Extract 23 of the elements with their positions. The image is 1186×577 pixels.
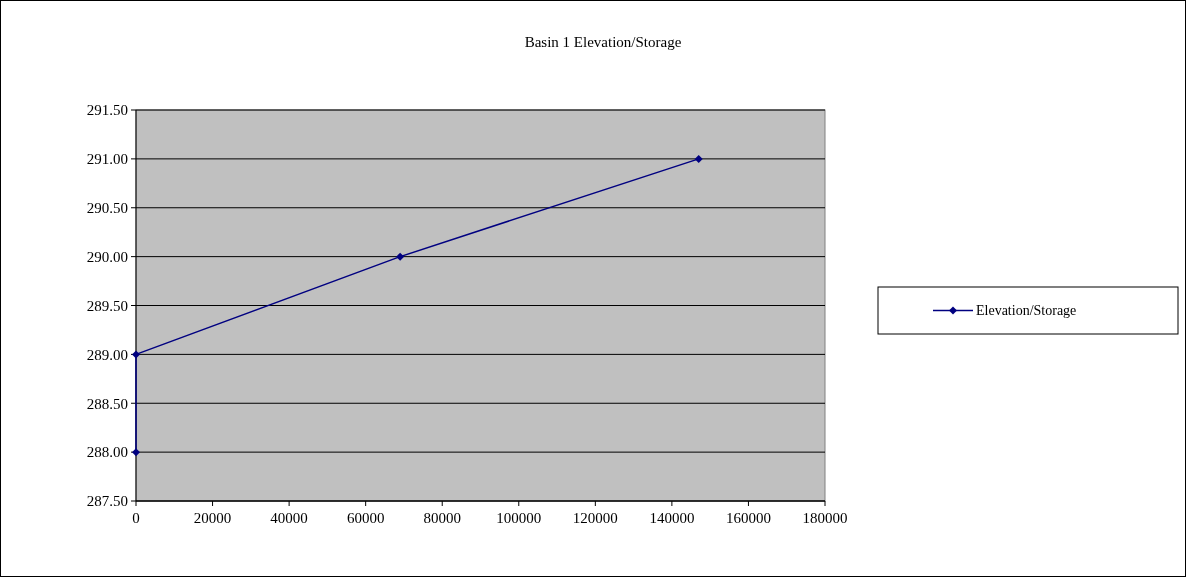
y-tick-label: 289.50 [86, 297, 128, 314]
y-tick-label: 289.00 [86, 346, 128, 363]
x-tick-label: 20000 [193, 510, 232, 526]
x-tick-label: 0 [132, 510, 140, 526]
y-tick-label: 291.00 [86, 151, 128, 168]
x-tick-label: 140000 [649, 510, 695, 526]
point [396, 252, 405, 261]
x-tick-label: 180000 [802, 510, 848, 526]
x-tick-label: 60000 [346, 510, 385, 526]
legend-label: Elevation/Storage [976, 303, 1077, 319]
y-tick-label: 291.50 [86, 102, 128, 119]
x-tick-label: 40000 [270, 510, 308, 526]
y-tick-label: 287.50 [86, 493, 128, 510]
x-tick-label: 160000 [725, 510, 771, 526]
y-tick-label: 288.00 [86, 444, 128, 461]
x-tick-label: 100000 [496, 510, 542, 526]
y-tick-label: 290.50 [86, 200, 128, 216]
x-tick-label: 120000 [572, 510, 618, 526]
x-tick-label: 80000 [423, 510, 461, 526]
chart-title: Basin 1 Elevation/Storage [524, 34, 682, 50]
point [694, 154, 703, 163]
y-tick-label: 288.50 [86, 395, 128, 412]
y-tick-label: 290.00 [86, 248, 128, 265]
